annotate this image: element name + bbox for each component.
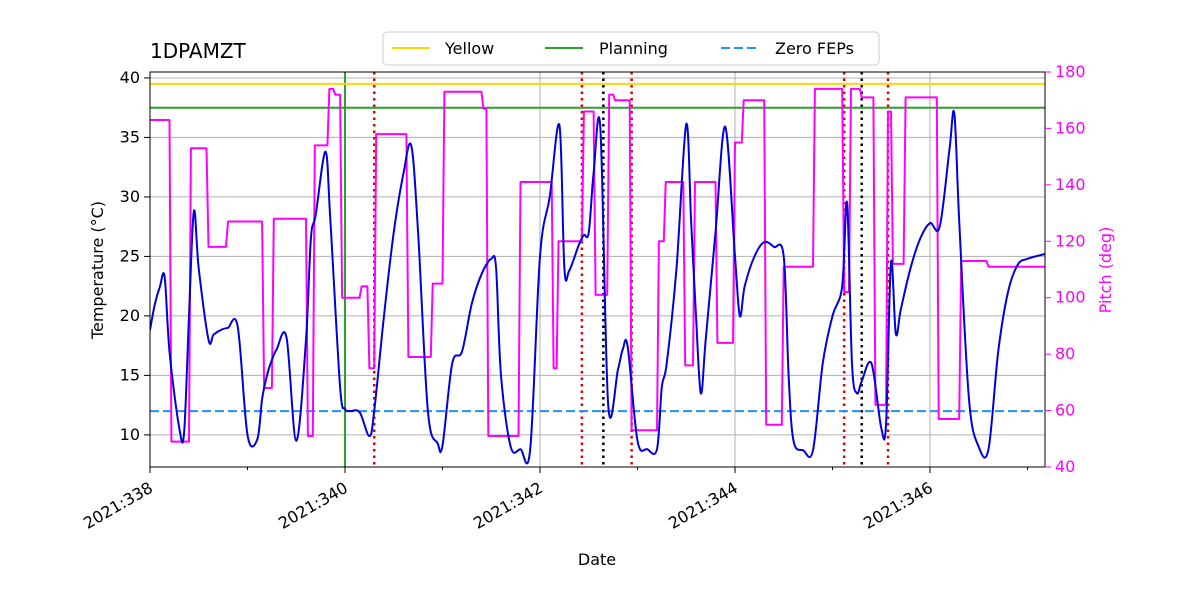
y-axis-label: Temperature (°C)	[88, 201, 107, 340]
pitch-series-line	[150, 87, 1045, 443]
y2-tick-label: 180	[1055, 62, 1086, 81]
chart-title: 1DPAMZT	[150, 39, 247, 63]
event-markers	[343, 72, 890, 467]
y-tick-label: 20	[120, 306, 140, 325]
x-axis-label: Date	[578, 550, 616, 569]
y2-axis-label: Pitch (deg)	[1096, 227, 1115, 314]
y-tick-label: 10	[120, 425, 140, 444]
y-axis-right: 40 60 80 100 120 140 160 180	[1045, 62, 1086, 476]
plot-frame	[149, 71, 1046, 468]
y-tick-label: 30	[120, 187, 140, 206]
y2-tick-label: 40	[1055, 457, 1075, 476]
legend-box	[382, 31, 880, 66]
x-tick-label: 2021:338	[80, 478, 156, 533]
y2-tick-label: 160	[1055, 118, 1086, 137]
y-tick-label: 15	[120, 365, 140, 384]
legend-label-planning: Planning	[599, 39, 668, 58]
y-tick-label: 40	[120, 68, 140, 87]
temperature-series-line	[150, 109, 1045, 465]
y2-tick-label: 120	[1055, 231, 1086, 250]
grid-lines	[149, 72, 1045, 467]
y2-tick-label: 80	[1055, 344, 1075, 363]
legend: Yellow Planning Zero FEPs	[382, 31, 880, 66]
y2-tick-label: 100	[1055, 288, 1086, 307]
legend-label-zero-feps: Zero FEPs	[775, 39, 854, 58]
x-tick-label: 2021:340	[275, 478, 351, 533]
y-axis-left: 10 15 20 25 30 35 40	[120, 68, 150, 444]
y-tick-label: 35	[120, 127, 140, 146]
y-tick-label: 25	[120, 246, 140, 265]
x-axis: 2021:338 2021:340 2021:342 2021:344 2021:346	[80, 467, 1028, 533]
x-tick-label: 2021:344	[665, 478, 741, 533]
limit-lines	[150, 82, 1045, 413]
x-tick-label: 2021:346	[860, 478, 936, 533]
y2-tick-label: 140	[1055, 175, 1086, 194]
y2-tick-label: 60	[1055, 401, 1075, 420]
x-tick-label: 2021:342	[470, 478, 546, 533]
series-group	[150, 87, 1045, 465]
legend-label-yellow: Yellow	[444, 39, 494, 58]
